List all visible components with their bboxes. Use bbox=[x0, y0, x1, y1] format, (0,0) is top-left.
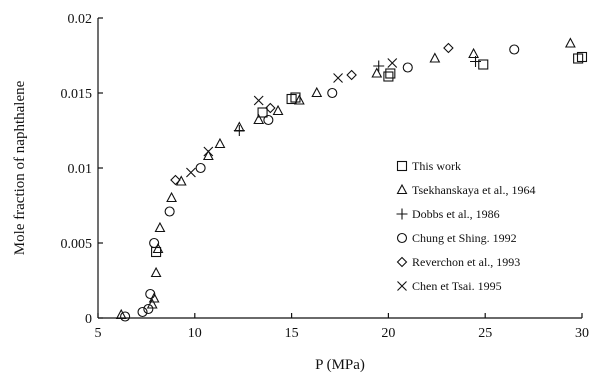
data-point-circle bbox=[137, 306, 148, 318]
data-point-circle bbox=[143, 303, 154, 315]
x-tick-label: 20 bbox=[381, 326, 395, 341]
y-tick-label: 0.005 bbox=[61, 237, 93, 252]
legend-item: This work bbox=[396, 159, 461, 173]
series-x bbox=[186, 58, 398, 178]
data-point-x bbox=[387, 58, 398, 68]
data-point-diamond bbox=[346, 69, 357, 81]
data-point-square bbox=[385, 68, 396, 79]
data-point-triangle bbox=[371, 67, 383, 78]
legend-label: Tsekhanskaya et al., 1964 bbox=[412, 183, 535, 197]
series-square bbox=[151, 51, 588, 258]
legend-marker-square bbox=[396, 160, 408, 172]
series-circle bbox=[120, 44, 520, 322]
data-point-triangle bbox=[166, 191, 177, 203]
legend-marker-x bbox=[397, 281, 407, 291]
data-point-plus bbox=[470, 56, 482, 67]
data-point-plus bbox=[373, 60, 385, 72]
axes bbox=[97, 18, 582, 319]
y-tick-label: 0.015 bbox=[61, 87, 93, 102]
series-plus bbox=[233, 56, 482, 136]
y-axis-title: Mole fraction of naphthalene bbox=[12, 80, 28, 255]
legend-item: Chen et Tsai. 1995 bbox=[397, 279, 502, 293]
legend-marker-triangle bbox=[396, 183, 408, 195]
legend-label: Chen et Tsai. 1995 bbox=[412, 279, 502, 293]
data-point-circle bbox=[195, 162, 206, 174]
y-tick-label: 0.02 bbox=[68, 12, 93, 27]
legend-item: Reverchon et al., 1993 bbox=[396, 255, 520, 269]
y-tick-label: 0 bbox=[85, 312, 92, 327]
x-axis-title: P (MPa) bbox=[315, 357, 365, 373]
data-point-triangle bbox=[152, 242, 164, 254]
legend-marker-diamond bbox=[396, 256, 408, 268]
ticks: 5 10 15 20 25 30 0 0.005 0.01 0.015 0.02 bbox=[61, 12, 590, 341]
data-point-square bbox=[573, 53, 584, 64]
x-tick-label: 10 bbox=[188, 326, 202, 341]
data-point-circle bbox=[327, 87, 338, 99]
data-point-square bbox=[383, 71, 394, 82]
data-point-triangle bbox=[150, 266, 162, 278]
legend-label: Reverchon et al., 1993 bbox=[412, 255, 520, 269]
data-point-circle bbox=[145, 288, 156, 300]
data-point-triangle bbox=[253, 113, 265, 125]
data-point-triangle bbox=[214, 137, 226, 149]
plot-area bbox=[115, 37, 588, 322]
data-point-triangle bbox=[293, 94, 305, 105]
legend-item: Dobbs et al., 1986 bbox=[396, 207, 500, 221]
data-point-diamond bbox=[443, 42, 454, 54]
data-point-square bbox=[257, 107, 268, 118]
data-point-triangle bbox=[202, 149, 214, 161]
data-point-square bbox=[478, 59, 489, 70]
x-tick-label: 15 bbox=[285, 326, 299, 341]
legend-label: This work bbox=[412, 159, 461, 173]
data-point-triangle bbox=[272, 104, 284, 116]
data-point-triangle bbox=[468, 47, 479, 59]
data-point-x bbox=[203, 146, 214, 157]
x-tick-label: 25 bbox=[478, 326, 492, 341]
x-tick-label: 30 bbox=[575, 326, 589, 341]
data-point-circle bbox=[120, 311, 131, 322]
y-tick-label: 0.01 bbox=[68, 162, 93, 177]
data-point-square bbox=[286, 93, 297, 105]
legend: This work Tsekhanskaya et al., 1964 Dobbs … bbox=[396, 159, 535, 293]
data-point-circle bbox=[149, 237, 160, 249]
data-point-square bbox=[576, 51, 588, 63]
data-point-triangle bbox=[429, 52, 441, 63]
series-diamond bbox=[170, 42, 454, 186]
legend-label: Chung et Shing. 1992 bbox=[412, 231, 517, 245]
data-point-triangle bbox=[564, 37, 576, 48]
legend-item: Chung et Shing. 1992 bbox=[396, 231, 517, 245]
data-point-circle bbox=[509, 44, 520, 55]
x-tick-label: 5 bbox=[95, 326, 102, 341]
data-point-diamond bbox=[170, 174, 181, 186]
data-point-triangle bbox=[146, 298, 158, 309]
data-point-x bbox=[253, 95, 264, 106]
data-point-triangle bbox=[311, 86, 323, 98]
data-point-circle bbox=[263, 114, 274, 126]
data-point-circle bbox=[402, 62, 413, 73]
series-triangle bbox=[115, 37, 576, 320]
data-point-x bbox=[186, 167, 196, 178]
legend-marker-plus bbox=[396, 208, 408, 220]
legend-item: Tsekhanskaya et al., 1964 bbox=[396, 183, 535, 197]
legend-label: Dobbs et al., 1986 bbox=[412, 207, 500, 221]
data-point-diamond bbox=[265, 102, 276, 114]
legend-marker-circle bbox=[396, 232, 408, 244]
data-point-x bbox=[333, 73, 343, 83]
data-point-triangle bbox=[154, 221, 166, 233]
data-point-circle bbox=[164, 206, 175, 217]
data-point-plus bbox=[233, 125, 245, 136]
